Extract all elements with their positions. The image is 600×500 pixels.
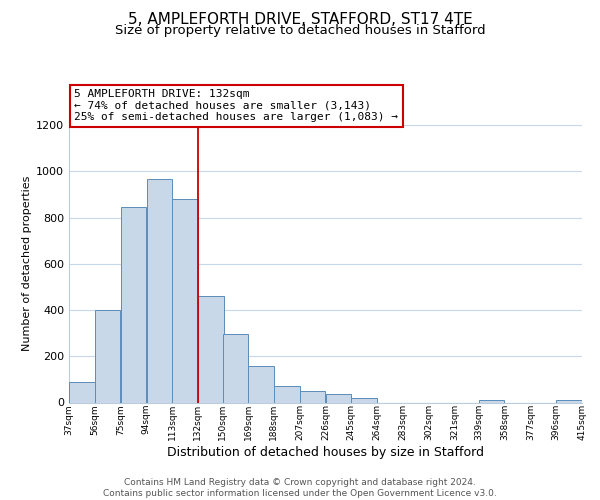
Y-axis label: Number of detached properties: Number of detached properties — [22, 176, 32, 352]
Bar — [479, 400, 505, 402]
Bar — [556, 400, 582, 402]
Text: Contains HM Land Registry data © Crown copyright and database right 2024.
Contai: Contains HM Land Registry data © Crown c… — [103, 478, 497, 498]
Text: 5, AMPLEFORTH DRIVE, STAFFORD, ST17 4TE: 5, AMPLEFORTH DRIVE, STAFFORD, ST17 4TE — [128, 12, 472, 28]
Bar — [248, 366, 274, 403]
Bar — [198, 296, 224, 403]
X-axis label: Distribution of detached houses by size in Stafford: Distribution of detached houses by size … — [167, 446, 484, 459]
Bar — [274, 386, 299, 402]
Bar — [326, 394, 351, 402]
Bar — [172, 199, 198, 402]
Bar — [223, 334, 248, 402]
Bar — [300, 391, 325, 402]
Bar — [352, 398, 377, 402]
Text: Size of property relative to detached houses in Stafford: Size of property relative to detached ho… — [115, 24, 485, 37]
Bar — [69, 382, 95, 402]
Bar — [95, 310, 121, 402]
Bar — [121, 207, 146, 402]
Text: 5 AMPLEFORTH DRIVE: 132sqm
← 74% of detached houses are smaller (3,143)
25% of s: 5 AMPLEFORTH DRIVE: 132sqm ← 74% of deta… — [74, 89, 398, 122]
Bar — [146, 180, 172, 402]
